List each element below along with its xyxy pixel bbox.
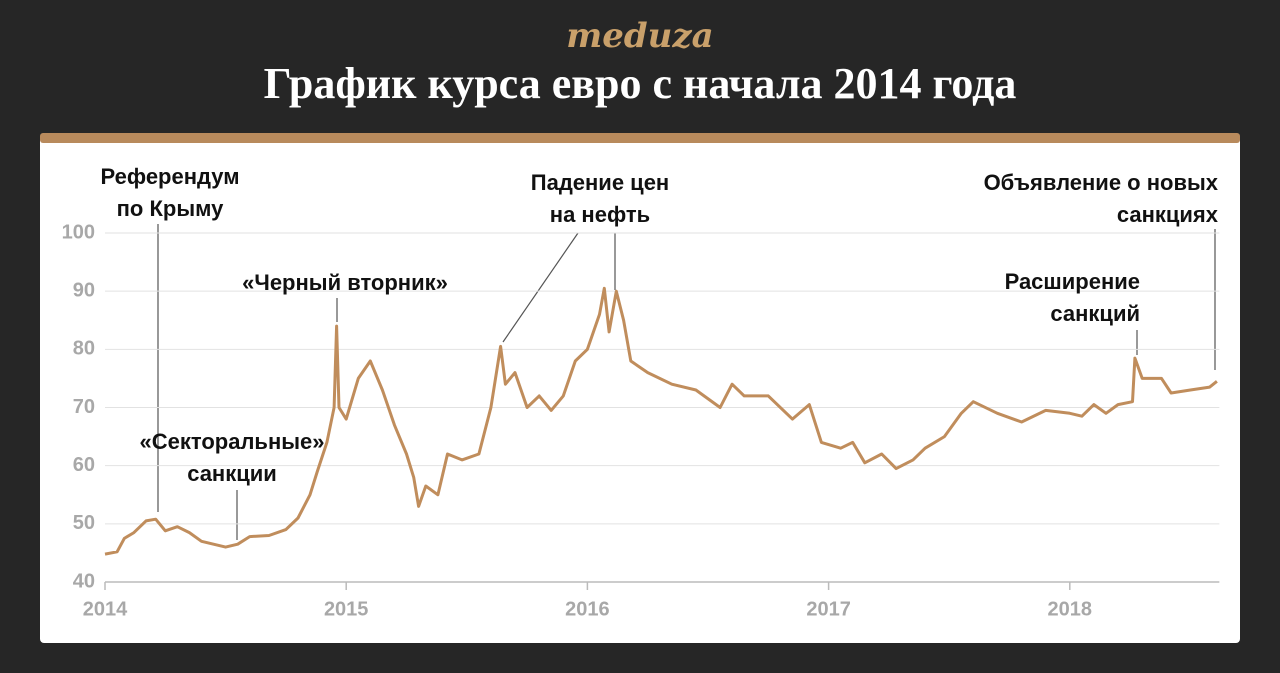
x-tick-label: 2015: [324, 598, 369, 620]
x-tick-label: 2014: [83, 598, 128, 620]
annotation: по Крыму: [117, 196, 224, 221]
y-tick-label: 50: [73, 512, 95, 534]
x-tick-label: 2017: [806, 598, 851, 620]
annotation: «Черный вторник»: [242, 270, 448, 295]
y-tick-label: 70: [73, 396, 95, 418]
annotation: санкций: [1050, 301, 1140, 326]
annotation: на нефть: [550, 202, 650, 227]
y-tick-label: 100: [62, 221, 95, 243]
x-tick-label: 2018: [1048, 598, 1093, 620]
chart-title: График курса евро с начала 2014 года: [264, 59, 1017, 108]
annotation: санкции: [187, 461, 277, 486]
card: [40, 135, 1240, 643]
leader-lines: [157, 224, 1216, 540]
card-top: [40, 133, 1240, 143]
annotation: Объявление о новых: [984, 170, 1219, 195]
y-tick-label: 40: [73, 570, 95, 592]
y-tick-label: 60: [73, 454, 95, 476]
x-tick-label: 2016: [565, 598, 610, 620]
brand-logo: meduza: [566, 16, 713, 56]
annotation: «Секторальные»: [139, 429, 324, 454]
leader-line: [502, 232, 579, 343]
annotation: Референдум: [101, 164, 240, 189]
y-tick-label: 90: [73, 279, 95, 301]
data-line: [104, 286, 1218, 556]
plot: 40 50 60 70 80 90 100 2014 2015 2016 2017 2018: [62, 221, 1220, 620]
annotation: Расширение: [1005, 269, 1140, 294]
annotation: санкциях: [1117, 202, 1219, 227]
annotation: Падение цен: [531, 170, 669, 195]
y-tick-label: 80: [73, 338, 95, 360]
